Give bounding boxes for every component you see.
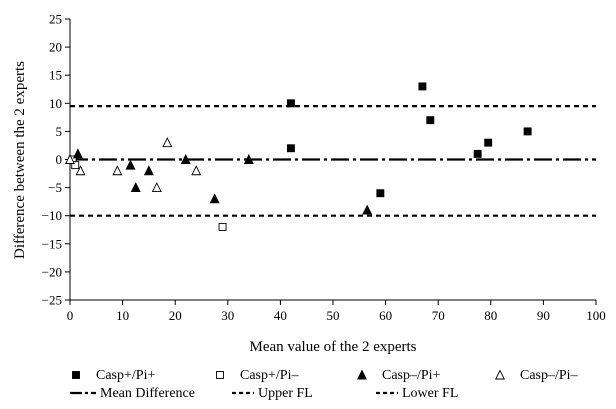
legend-label: Upper FL — [258, 386, 313, 401]
x-tick-label: 0 — [67, 308, 74, 323]
x-tick-label: 90 — [537, 308, 550, 323]
x-tick-label: 70 — [432, 308, 445, 323]
series-1 — [286, 82, 532, 198]
data-point — [151, 182, 162, 193]
y-tick-label: 15 — [49, 68, 62, 83]
data-point — [65, 153, 75, 164]
y-axis-title: Difference between the 2 experts — [12, 61, 28, 259]
legend-marker — [216, 371, 224, 379]
y-tick-label: −15 — [42, 236, 62, 251]
data-point — [286, 99, 295, 108]
data-point — [376, 189, 385, 198]
legend-label: Lower FL — [402, 386, 458, 401]
data-point — [218, 222, 227, 231]
data-point — [143, 165, 154, 176]
x-ticks: 0 10 20 30 40 50 60 70 80 90 100 — [67, 300, 606, 323]
y-tick-label: −10 — [42, 208, 62, 223]
legend-marker — [357, 369, 367, 380]
y-tick-label: 5 — [56, 124, 63, 139]
legend-label: Casp+/Pi– — [240, 368, 299, 383]
x-tick-label: 100 — [586, 308, 606, 323]
legend: Casp+/Pi+ Casp+/Pi– Casp–/Pi+ Casp–/Pi– Mean… — [70, 368, 579, 401]
legend-label: Casp–/Pi+ — [382, 368, 441, 383]
y-tick-label: −20 — [42, 264, 62, 279]
data-point — [473, 149, 482, 158]
data-point — [418, 82, 427, 91]
x-tick-label: 60 — [379, 308, 392, 323]
legend-marker — [495, 369, 505, 380]
data-point — [484, 138, 493, 147]
data-point — [75, 165, 86, 176]
series-2 — [68, 155, 227, 231]
legend-label: Casp+/Pi+ — [96, 368, 155, 383]
y-tick-label: 0 — [56, 152, 63, 167]
legend-label: Casp–/Pi– — [520, 368, 579, 383]
data-point — [286, 144, 295, 153]
y-tick-label: 10 — [49, 96, 62, 111]
series-4 — [65, 137, 202, 193]
x-tick-label: 20 — [169, 308, 182, 323]
data-point — [191, 165, 202, 176]
data-points — [65, 82, 532, 231]
data-point — [523, 127, 532, 136]
x-axis-title: Mean value of the 2 experts — [249, 339, 416, 355]
data-point — [125, 159, 136, 170]
data-point — [72, 148, 83, 159]
y-tick-label: −25 — [42, 293, 62, 308]
legend-label: Mean Difference — [100, 386, 195, 401]
y-tick-label: 20 — [49, 40, 62, 55]
y-ticks: 25 20 15 10 5 0 −5 −10 −15 −20 −25 — [42, 12, 70, 308]
data-point — [209, 193, 220, 204]
x-tick-label: 80 — [484, 308, 497, 323]
data-point — [180, 153, 191, 164]
reference-lines — [70, 105, 596, 217]
data-point — [426, 116, 435, 125]
x-tick-label: 30 — [221, 308, 234, 323]
y-tick-label: −5 — [48, 180, 62, 195]
data-point — [112, 165, 123, 176]
series-3 — [72, 148, 373, 215]
data-point — [362, 204, 373, 215]
x-tick-label: 10 — [116, 308, 129, 323]
x-tick-label: 50 — [327, 308, 340, 323]
data-point — [243, 153, 254, 164]
legend-marker — [72, 371, 80, 379]
data-point — [162, 137, 173, 148]
x-tick-label: 40 — [274, 308, 287, 323]
y-tick-label: 25 — [49, 12, 62, 27]
data-point — [71, 161, 80, 170]
data-point — [130, 182, 141, 193]
